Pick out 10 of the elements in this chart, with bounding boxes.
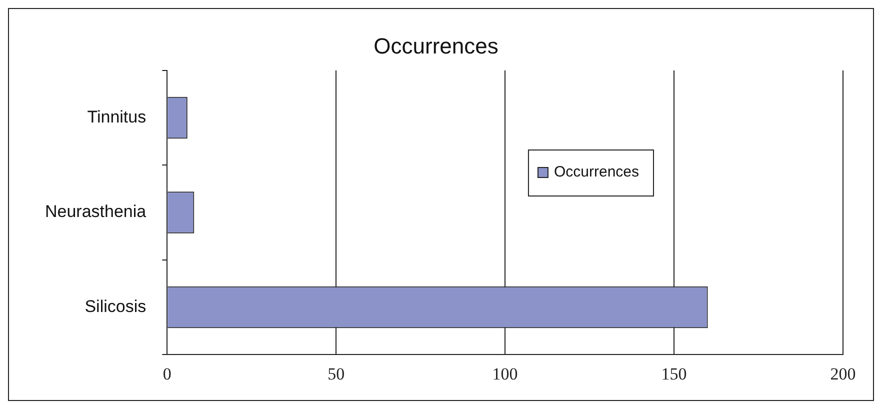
x-tick-label: 100 (492, 364, 518, 384)
y-tick-label: Tinnitus (87, 107, 146, 126)
x-tick-label: 150 (661, 364, 687, 384)
x-tick-label: 200 (830, 364, 856, 384)
legend-label: Occurrences (554, 164, 640, 181)
x-tick-label: 0 (162, 364, 172, 384)
chart-title: Occurrences (374, 33, 498, 58)
y-tick-label: Silicosis (84, 296, 146, 316)
x-tick-label: 50 (328, 364, 345, 384)
y-tick-label: Neurasthenia (44, 202, 147, 222)
